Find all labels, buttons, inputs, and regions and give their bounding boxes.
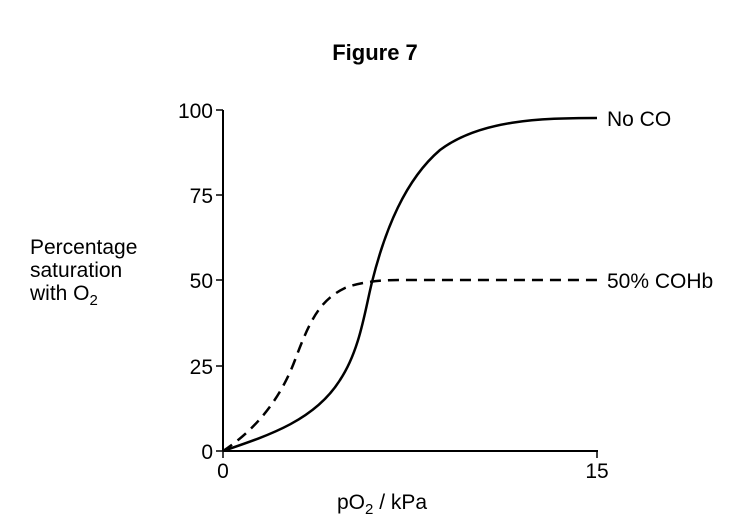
y-axis-label-text: with O <box>30 282 90 305</box>
series-no-co-line <box>222 116 598 453</box>
series-label-no-co: No CO <box>607 108 671 131</box>
y-tick-label-100: 100 <box>178 100 213 123</box>
figure-title: Figure 7 <box>332 40 418 65</box>
y-tick-label-50: 50 <box>190 270 213 293</box>
y-tick-label-75: 75 <box>190 185 213 208</box>
y-tick-label-0: 0 <box>201 441 213 464</box>
y-axis-label-subscript: 2 <box>89 292 98 309</box>
x-axis-label: pO2 / kPa <box>337 491 428 518</box>
y-ticks <box>216 109 223 452</box>
y-axis-label-line2: saturation <box>30 259 123 282</box>
y-axis-label-line1: Percentage <box>30 236 138 259</box>
x-tick-label-15: 15 <box>585 460 608 483</box>
x-axis-label-subscript: 2 <box>365 501 374 518</box>
series-cohb-line <box>222 278 597 453</box>
x-tick-label-0: 0 <box>217 460 229 483</box>
y-tick-label-25: 25 <box>190 356 213 379</box>
x-axis-label-text: pO <box>337 491 366 514</box>
y-axis-label-line3: with O2 <box>30 282 137 308</box>
series-label-cohb: 50% COHb <box>607 270 713 293</box>
y-axis-label: Percentage saturation with O2 <box>30 236 138 308</box>
x-axis-label-unit: / kPa <box>373 491 428 514</box>
